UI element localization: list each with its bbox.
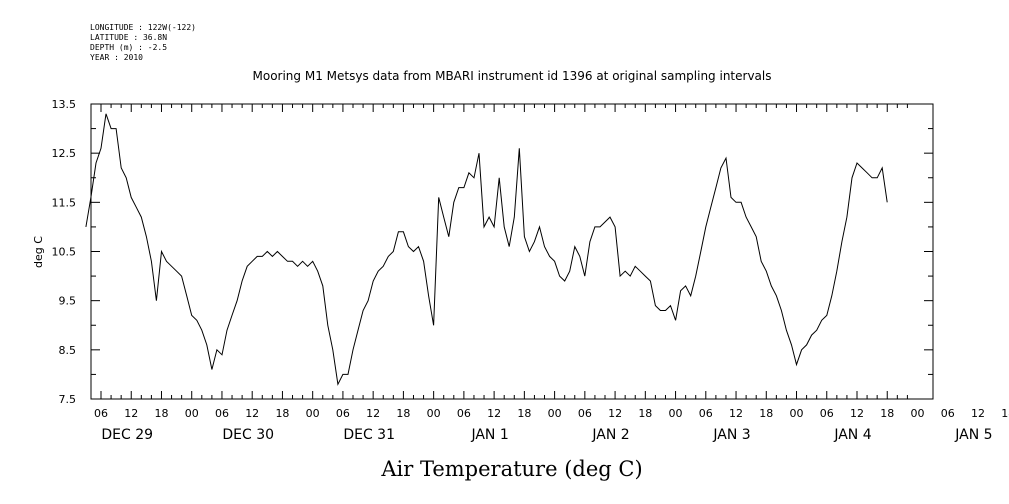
x-hour-label: 00 <box>185 407 199 420</box>
x-day-label: DEC 29 <box>101 427 153 443</box>
x-hour-label: 06 <box>820 407 834 420</box>
x-hour-label: 06 <box>941 407 955 420</box>
x-hour-label: 18 <box>880 407 894 420</box>
x-hour-label: 06 <box>699 407 713 420</box>
depth-text: DEPTH (m) : -2.5 <box>90 43 167 52</box>
x-hour-label: 12 <box>245 407 259 420</box>
y-tick-label: 13.5 <box>52 98 77 111</box>
x-hour-label: 06 <box>578 407 592 420</box>
x-hour-label: 06 <box>336 407 350 420</box>
x-day-label: JAN 4 <box>833 427 871 443</box>
metadata-block: LONGITUDE : 122W(-122) LATITUDE : 36.8N … <box>90 23 196 62</box>
x-day-label: JAN 3 <box>712 427 750 443</box>
x-hour-label: 12 <box>729 407 743 420</box>
x-hour-label: 12 <box>608 407 622 420</box>
x-hour-label: 06 <box>215 407 229 420</box>
x-hour-label: 12 <box>850 407 864 420</box>
chart-title: Mooring M1 Metsys data from MBARI instru… <box>253 69 772 83</box>
x-hour-label: 06 <box>94 407 108 420</box>
x-day-label: JAN 2 <box>591 427 629 443</box>
y-tick-label: 12.5 <box>52 147 77 160</box>
x-day-label: JAN 5 <box>954 427 992 443</box>
y-axis: 7.5 8.5 9.5 10.5 11.5 12.5 13.5 <box>52 98 933 406</box>
y-tick-label: 9.5 <box>59 295 77 308</box>
plot-frame <box>90 103 934 400</box>
x-hour-label: 00 <box>790 407 804 420</box>
year-text: YEAR : 2010 <box>90 53 143 62</box>
x-axis-label: Air Temperature (deg C) <box>380 457 642 481</box>
x-day-label: DEC 31 <box>343 427 395 443</box>
y-axis-label: deg C <box>32 236 45 268</box>
x-hour-label: 12 <box>366 407 380 420</box>
x-hour-label: 00 <box>548 407 562 420</box>
x-hour-label: 06 <box>457 407 471 420</box>
x-hour-label: 00 <box>910 407 924 420</box>
x-hour-label: 18 <box>275 407 289 420</box>
x-hour-label: 18 <box>154 407 168 420</box>
air-temperature-series-line <box>85 113 888 386</box>
x-hour-label: 18 <box>396 407 410 420</box>
y-tick-label: 10.5 <box>52 246 77 259</box>
x-hour-label: 12 <box>487 407 501 420</box>
latitude-text: LATITUDE : 36.8N <box>90 33 167 42</box>
x-hour-label: 12 <box>971 407 985 420</box>
x-hour-label: 00 <box>427 407 441 420</box>
x-day-label: JAN 1 <box>470 427 508 443</box>
x-day-label: DEC 30 <box>222 427 274 443</box>
x-hour-label: 00 <box>306 407 320 420</box>
y-tick-label: 7.5 <box>59 393 77 406</box>
x-hour-label: 18 <box>638 407 652 420</box>
y-tick-label: 8.5 <box>59 344 77 357</box>
x-hour-label: 18 <box>1001 407 1009 420</box>
x-hour-label: 18 <box>759 407 773 420</box>
x-hour-label: 00 <box>669 407 683 420</box>
longitude-text: LONGITUDE : 122W(-122) <box>90 23 196 32</box>
y-tick-label: 11.5 <box>52 196 77 209</box>
x-hour-label: 18 <box>517 407 531 420</box>
x-axis: 06 12 18 00 06 12 18 00 06 12 18 00 06 12 18 00 06 12 18 00… <box>94 104 1009 443</box>
x-hour-label: 12 <box>124 407 138 420</box>
